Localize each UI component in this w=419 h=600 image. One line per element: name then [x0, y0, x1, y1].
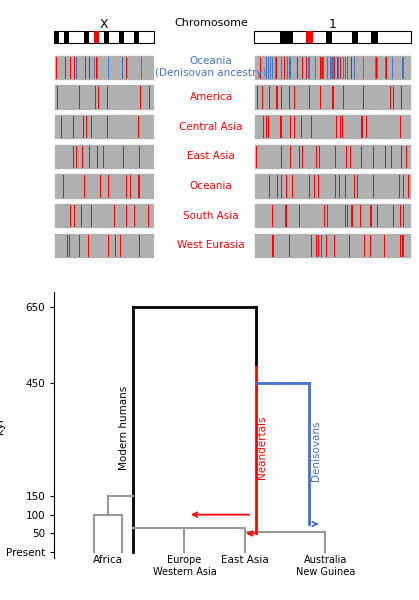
Bar — [254, 31, 411, 43]
Bar — [254, 55, 411, 80]
Bar — [287, 31, 293, 43]
Bar — [65, 31, 70, 43]
Bar — [54, 173, 154, 199]
Bar — [306, 31, 313, 43]
Text: Neandertals: Neandertals — [257, 415, 267, 479]
Bar — [254, 114, 411, 139]
Text: Europe
Western Asia: Europe Western Asia — [153, 556, 216, 577]
Bar — [54, 31, 154, 43]
Text: X: X — [100, 18, 109, 31]
Bar — [254, 233, 411, 258]
Bar — [254, 85, 411, 110]
Bar — [94, 31, 99, 43]
Text: Africa: Africa — [93, 556, 123, 565]
Bar — [104, 31, 109, 43]
Bar — [54, 144, 154, 169]
Bar — [254, 144, 411, 169]
Bar — [280, 31, 287, 43]
Bar — [372, 31, 378, 43]
Text: Central Asia: Central Asia — [179, 122, 243, 131]
Text: Denisovans: Denisovans — [310, 420, 321, 481]
Bar — [84, 31, 89, 43]
Text: Modern humans: Modern humans — [119, 386, 129, 470]
Text: 1: 1 — [328, 18, 336, 31]
Bar — [119, 31, 124, 43]
Y-axis label: kyr: kyr — [0, 416, 5, 434]
Bar — [54, 31, 59, 43]
Text: East Asia: East Asia — [187, 151, 235, 161]
Bar — [54, 203, 154, 229]
Bar — [254, 203, 411, 229]
Bar — [54, 55, 154, 80]
Text: East Asia: East Asia — [221, 556, 269, 565]
Bar — [54, 233, 154, 258]
Bar — [134, 31, 139, 43]
Text: Chromosome: Chromosome — [174, 18, 248, 28]
Text: West Eurasia: West Eurasia — [177, 241, 245, 250]
Bar — [54, 114, 154, 139]
Bar — [254, 173, 411, 199]
Bar — [326, 31, 332, 43]
Text: Oceania
(Denisovan ancestry): Oceania (Denisovan ancestry) — [155, 56, 267, 78]
Bar — [54, 85, 154, 110]
Bar — [352, 31, 358, 43]
Text: Australia
New Guinea: Australia New Guinea — [295, 556, 355, 577]
Text: Oceania: Oceania — [190, 181, 233, 191]
Text: America: America — [190, 92, 233, 102]
Text: South Asia: South Asia — [184, 211, 239, 221]
